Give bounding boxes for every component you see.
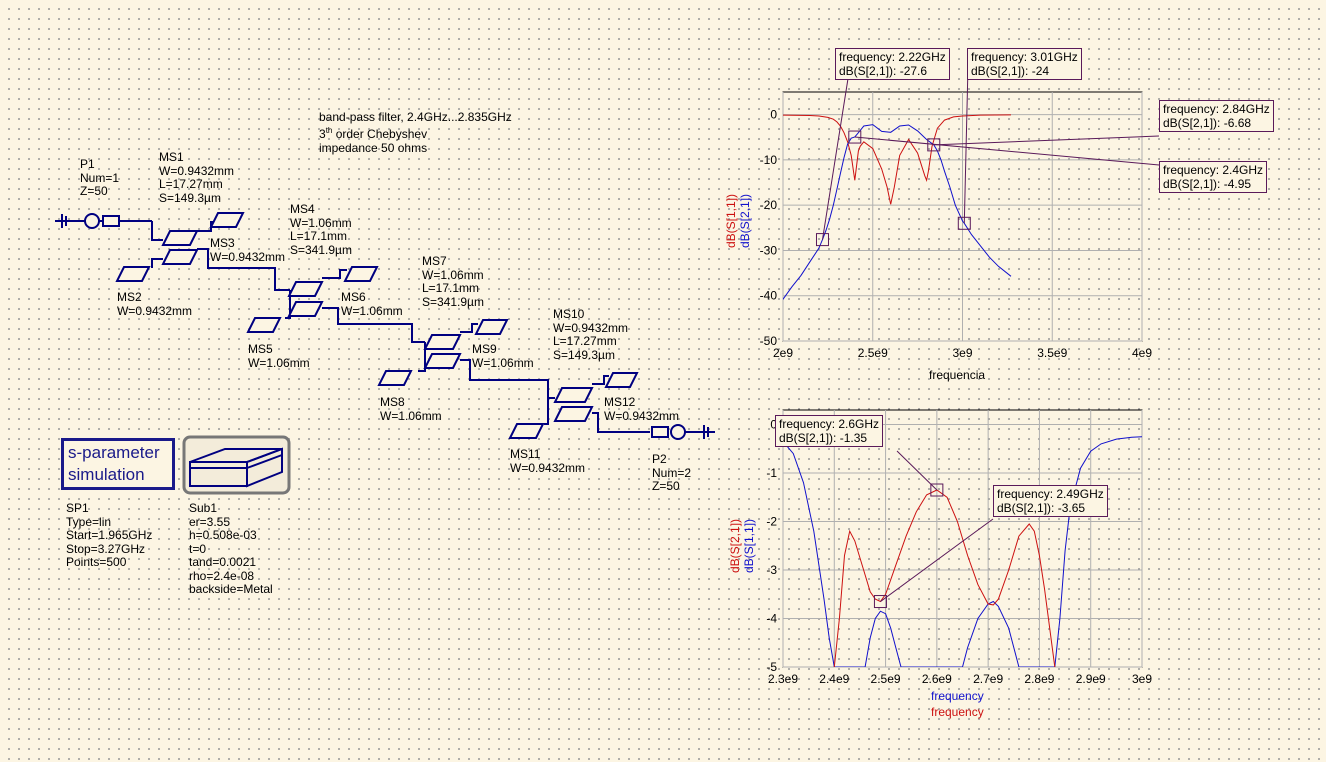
y-tick-label: -1: [766, 466, 777, 480]
substrate-properties[interactable]: Sub1 er=3.55 h=0.508e-03 t=0 tand=0.0021 rho=…: [189, 501, 273, 596]
marker-2-4ghz[interactable]: frequency: 2.4GHz dB(S[2,1]): -4.95: [1159, 161, 1268, 193]
ms3-label[interactable]: MS3 W=0.9432mm: [210, 236, 286, 264]
marker-callout-line: [821, 65, 851, 240]
y-tick-label: -5: [766, 660, 777, 674]
y-tick-label: -50: [760, 334, 778, 348]
x-tick-label: 2.3e9: [768, 672, 798, 686]
chart1-ylabel-s21: dB(S[2,1]): [738, 193, 752, 248]
y-tick-label: 0: [770, 108, 777, 122]
x-tick-label: 2.4e9: [819, 672, 849, 686]
y-tick-label: 0: [770, 418, 777, 432]
marker-callout-line: [896, 450, 938, 491]
y-tick-label: -10: [760, 153, 778, 167]
marker-square[interactable]: [815, 233, 829, 247]
marker-2-22ghz[interactable]: frequency: 2.22GHz dB(S[2,1]): -27.6: [835, 48, 950, 80]
s-parameter-simulation-block[interactable]: s-parameter simulation: [61, 438, 175, 490]
y-tick-label: -3: [766, 563, 777, 577]
marker-square[interactable]: [957, 216, 971, 230]
series-dbs21-line[interactable]: [777, 124, 1012, 308]
p1-label[interactable]: P1 Num=1 Z=50: [80, 157, 120, 198]
x-tick-label: 3e9: [1132, 672, 1152, 686]
chart-1-plot[interactable]: 2e9 2.5e9 3e9 3.5e9 4e9 0 -10 -20 -30 -40 -50: [760, 65, 1160, 360]
sim-properties[interactable]: SP1 Type=lin Start=1.965GHz Stop=3.27GHz Poi…: [66, 501, 153, 569]
series-dbs11-line[interactable]: [783, 436, 1142, 667]
x-tick-label: 3e9: [952, 346, 972, 360]
ms5-label[interactable]: MS5 W=1.06mm: [248, 342, 310, 370]
marker-square[interactable]: [848, 130, 862, 144]
x-tick-label: 2.6e9: [922, 672, 952, 686]
x-tick-label: 2e9: [773, 346, 793, 360]
marker-callout-line: [933, 135, 1160, 146]
chart1-ylabel-s11: dB(S[1,1]): [724, 193, 738, 248]
ms10-label[interactable]: MS10 W=0.9432mm L=17.27mm S=149.3µm: [553, 307, 629, 362]
x-tick-label: 2.7e9: [973, 672, 1003, 686]
series-dbs21-line[interactable]: [833, 489, 1056, 667]
x-tick-label: 2.9e9: [1076, 672, 1106, 686]
x-tick-label: 2.8e9: [1024, 672, 1054, 686]
y-tick-label: -40: [760, 289, 778, 303]
marker-2-84ghz[interactable]: frequency: 2.84GHz dB(S[2,1]): -6.68: [1159, 100, 1274, 132]
p2-label[interactable]: P2 Num=2 Z=50: [652, 452, 692, 493]
chart2-xlabel-blue: frequency: [931, 689, 984, 703]
ms11-label[interactable]: MS11 W=0.9432mm: [510, 447, 586, 475]
chart2-ylabel-s11: dB(S[1,1]): [742, 518, 756, 573]
marker-2-49ghz[interactable]: frequency: 2.49GHz dB(S[2,1]): -3.65: [993, 485, 1108, 517]
y-tick-label: -20: [760, 198, 778, 212]
ms9-label[interactable]: MS9 W=1.06mm: [472, 342, 534, 370]
marker-callout-line: [880, 518, 994, 602]
ms6-label[interactable]: MS6 W=1.06mm: [341, 290, 403, 318]
x-tick-label: 2.5e9: [858, 346, 888, 360]
ms1-label[interactable]: MS1 W=0.9432mm L=17.27mm S=149.3µm: [159, 150, 235, 205]
chart-2-plot[interactable]: 2.3e9 2.4e9 2.5e9 2.6e9 2.7e9 2.8e9 2.9e9 3e9 0 -…: [766, 409, 1152, 686]
x-tick-label: 4e9: [1132, 346, 1152, 360]
y-tick-label: -30: [760, 243, 778, 257]
marker-square[interactable]: [873, 595, 887, 609]
series-dbs11-line[interactable]: [783, 114, 1012, 205]
y-tick-label: -4: [766, 612, 777, 626]
x-tick-label: 2.5e9: [871, 672, 901, 686]
chart1-xlabel: frequencia: [929, 368, 986, 382]
ms4-label[interactable]: MS4 W=1.06mm L=17.1mm S=341.9µm: [290, 202, 352, 257]
marker-square[interactable]: [930, 483, 944, 497]
marker-2-6ghz[interactable]: frequency: 2.6GHz dB(S[2,1]): -1.35: [775, 415, 884, 447]
marker-callout-line: [963, 65, 969, 224]
ms8-label[interactable]: MS8 W=1.06mm: [380, 395, 442, 423]
y-tick-label: -2: [766, 515, 777, 529]
marker-3-01ghz[interactable]: frequency: 3.01GHz dB(S[2,1]): -24: [967, 48, 1082, 80]
x-tick-label: 3.5e9: [1037, 346, 1067, 360]
ms12-label[interactable]: MS12 W=0.9432mm: [604, 395, 680, 423]
filter-description-note: band-pass filter, 2.4GHz...2.835GHz 3th …: [319, 110, 512, 155]
ms7-label[interactable]: MS7 W=1.06mm L=17.1mm S=341.9µm: [422, 254, 484, 309]
ms2-label[interactable]: MS2 W=0.9432mm: [117, 290, 193, 318]
marker-callout-line: [854, 136, 1160, 166]
chart2-xlabel-red: frequency: [931, 705, 984, 719]
chart2-ylabel-s21: dB(S[2,1]): [728, 518, 742, 573]
